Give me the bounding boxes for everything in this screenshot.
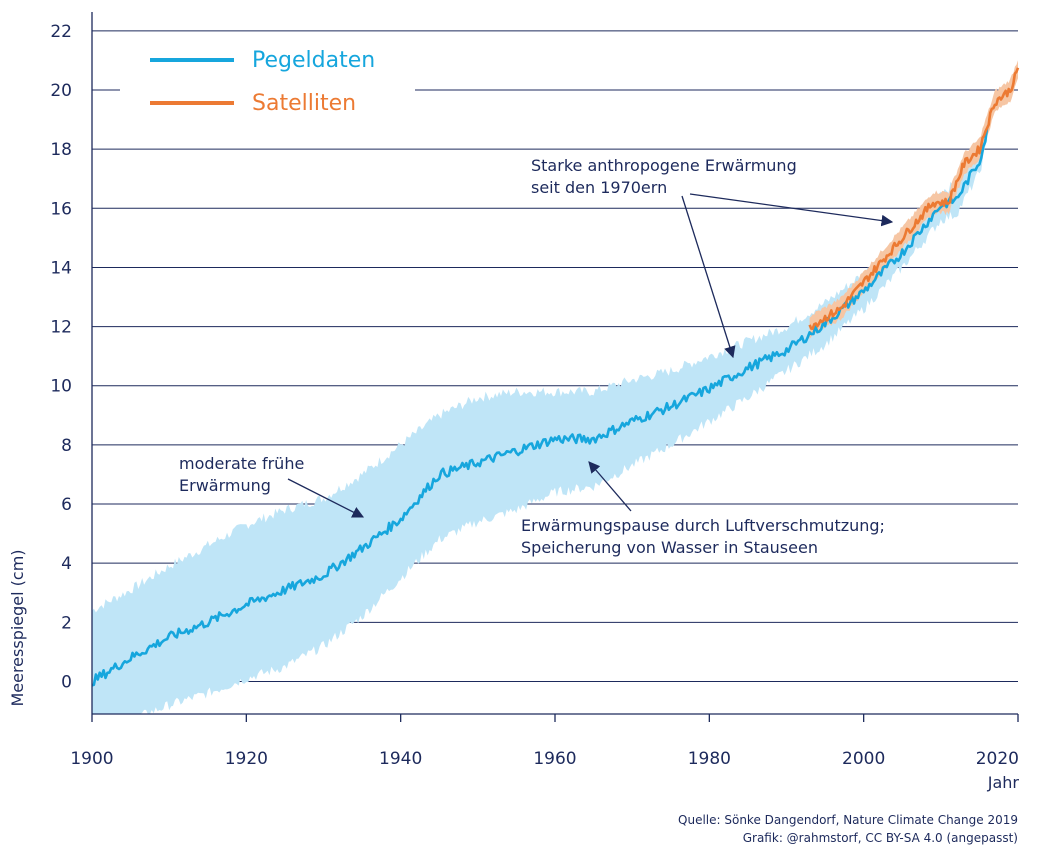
y-tick-label-22: 22: [50, 22, 72, 42]
series-line-pegeldaten: [91, 127, 989, 687]
y-tick-label-16: 16: [50, 199, 72, 219]
annotation-early-line-1: moderate frühe: [179, 454, 304, 473]
annotation-early-line-2: Erwärmung: [179, 476, 271, 495]
x-tick-label-2000: 2000: [842, 749, 885, 769]
annotation-strong-arrow-1: [681, 195, 736, 359]
series-line-satelliten: [808, 67, 1020, 330]
y-tick-label-8: 8: [61, 436, 72, 456]
source-line-1: Quelle: Sönke Dangendorf, Nature Climate…: [678, 813, 1018, 827]
y-tick-label-12: 12: [50, 318, 72, 338]
uncertainty-band-satelliten: [809, 60, 1018, 339]
y-tick-label-6: 6: [61, 495, 72, 515]
x-tick-label-2020: 2020: [976, 749, 1019, 769]
x-tick-label-1920: 1920: [225, 749, 268, 769]
x-tick-label-1960: 1960: [533, 749, 576, 769]
x-axis-title: Jahr: [987, 773, 1020, 792]
y-tick-label-14: 14: [50, 258, 72, 278]
legend: Pegeldaten Satelliten: [120, 36, 415, 124]
axes: [91, 12, 1019, 722]
y-tick-labels: 0 2 4 6 8 10 12 14 16 18 20 22: [50, 22, 72, 693]
annotation-pause-arrow: [588, 461, 632, 512]
annotation-early-arrow: [287, 478, 365, 518]
series-line-layer: [91, 67, 1020, 687]
y-tick-label-4: 4: [61, 554, 72, 574]
annotation-strong-line-1: Starke anthropogene Erwärmung: [531, 156, 797, 175]
annotation-strong-warming: Starke anthropogene Erwärmung seit den 1…: [531, 156, 894, 359]
annotation-strong-line-2: seit den 1970ern: [531, 178, 667, 197]
x-tick-label-1980: 1980: [688, 749, 731, 769]
y-tick-label-2: 2: [61, 613, 72, 633]
y-tick-label-20: 20: [50, 81, 72, 101]
uncertainty-band-pegeldaten: [92, 121, 988, 714]
source-line-2: Grafik: @rahmstorf, CC BY-SA 4.0 (angepa…: [743, 831, 1018, 845]
annotation-early-warming: moderate frühe Erwärmung: [179, 454, 365, 518]
annotation-pause-line-2: Speicherung von Wasser in Stauseen: [521, 538, 818, 557]
x-tick-label-1900: 1900: [70, 749, 113, 769]
annotation-pause-line-1: Erwärmungspause durch Luftverschmutzung;: [521, 516, 885, 535]
y-tick-label-18: 18: [50, 140, 72, 160]
x-tick-label-1940: 1940: [379, 749, 422, 769]
y-tick-label-10: 10: [50, 377, 72, 397]
legend-label-satelliten: Satelliten: [252, 91, 356, 116]
legend-label-pegeldaten: Pegeldaten: [252, 48, 375, 73]
x-tick-labels: 1900 1920 1940 1960 1980 2000 2020: [70, 749, 1019, 769]
annotation-warming-pause: Erwärmungspause durch Luftverschmutzung;…: [521, 461, 885, 557]
y-axis-title: Meeresspiegel (cm): [8, 549, 27, 706]
annotation-strong-arrow-2: [689, 193, 894, 227]
y-tick-label-0: 0: [61, 672, 72, 692]
legend-background: [120, 36, 415, 124]
